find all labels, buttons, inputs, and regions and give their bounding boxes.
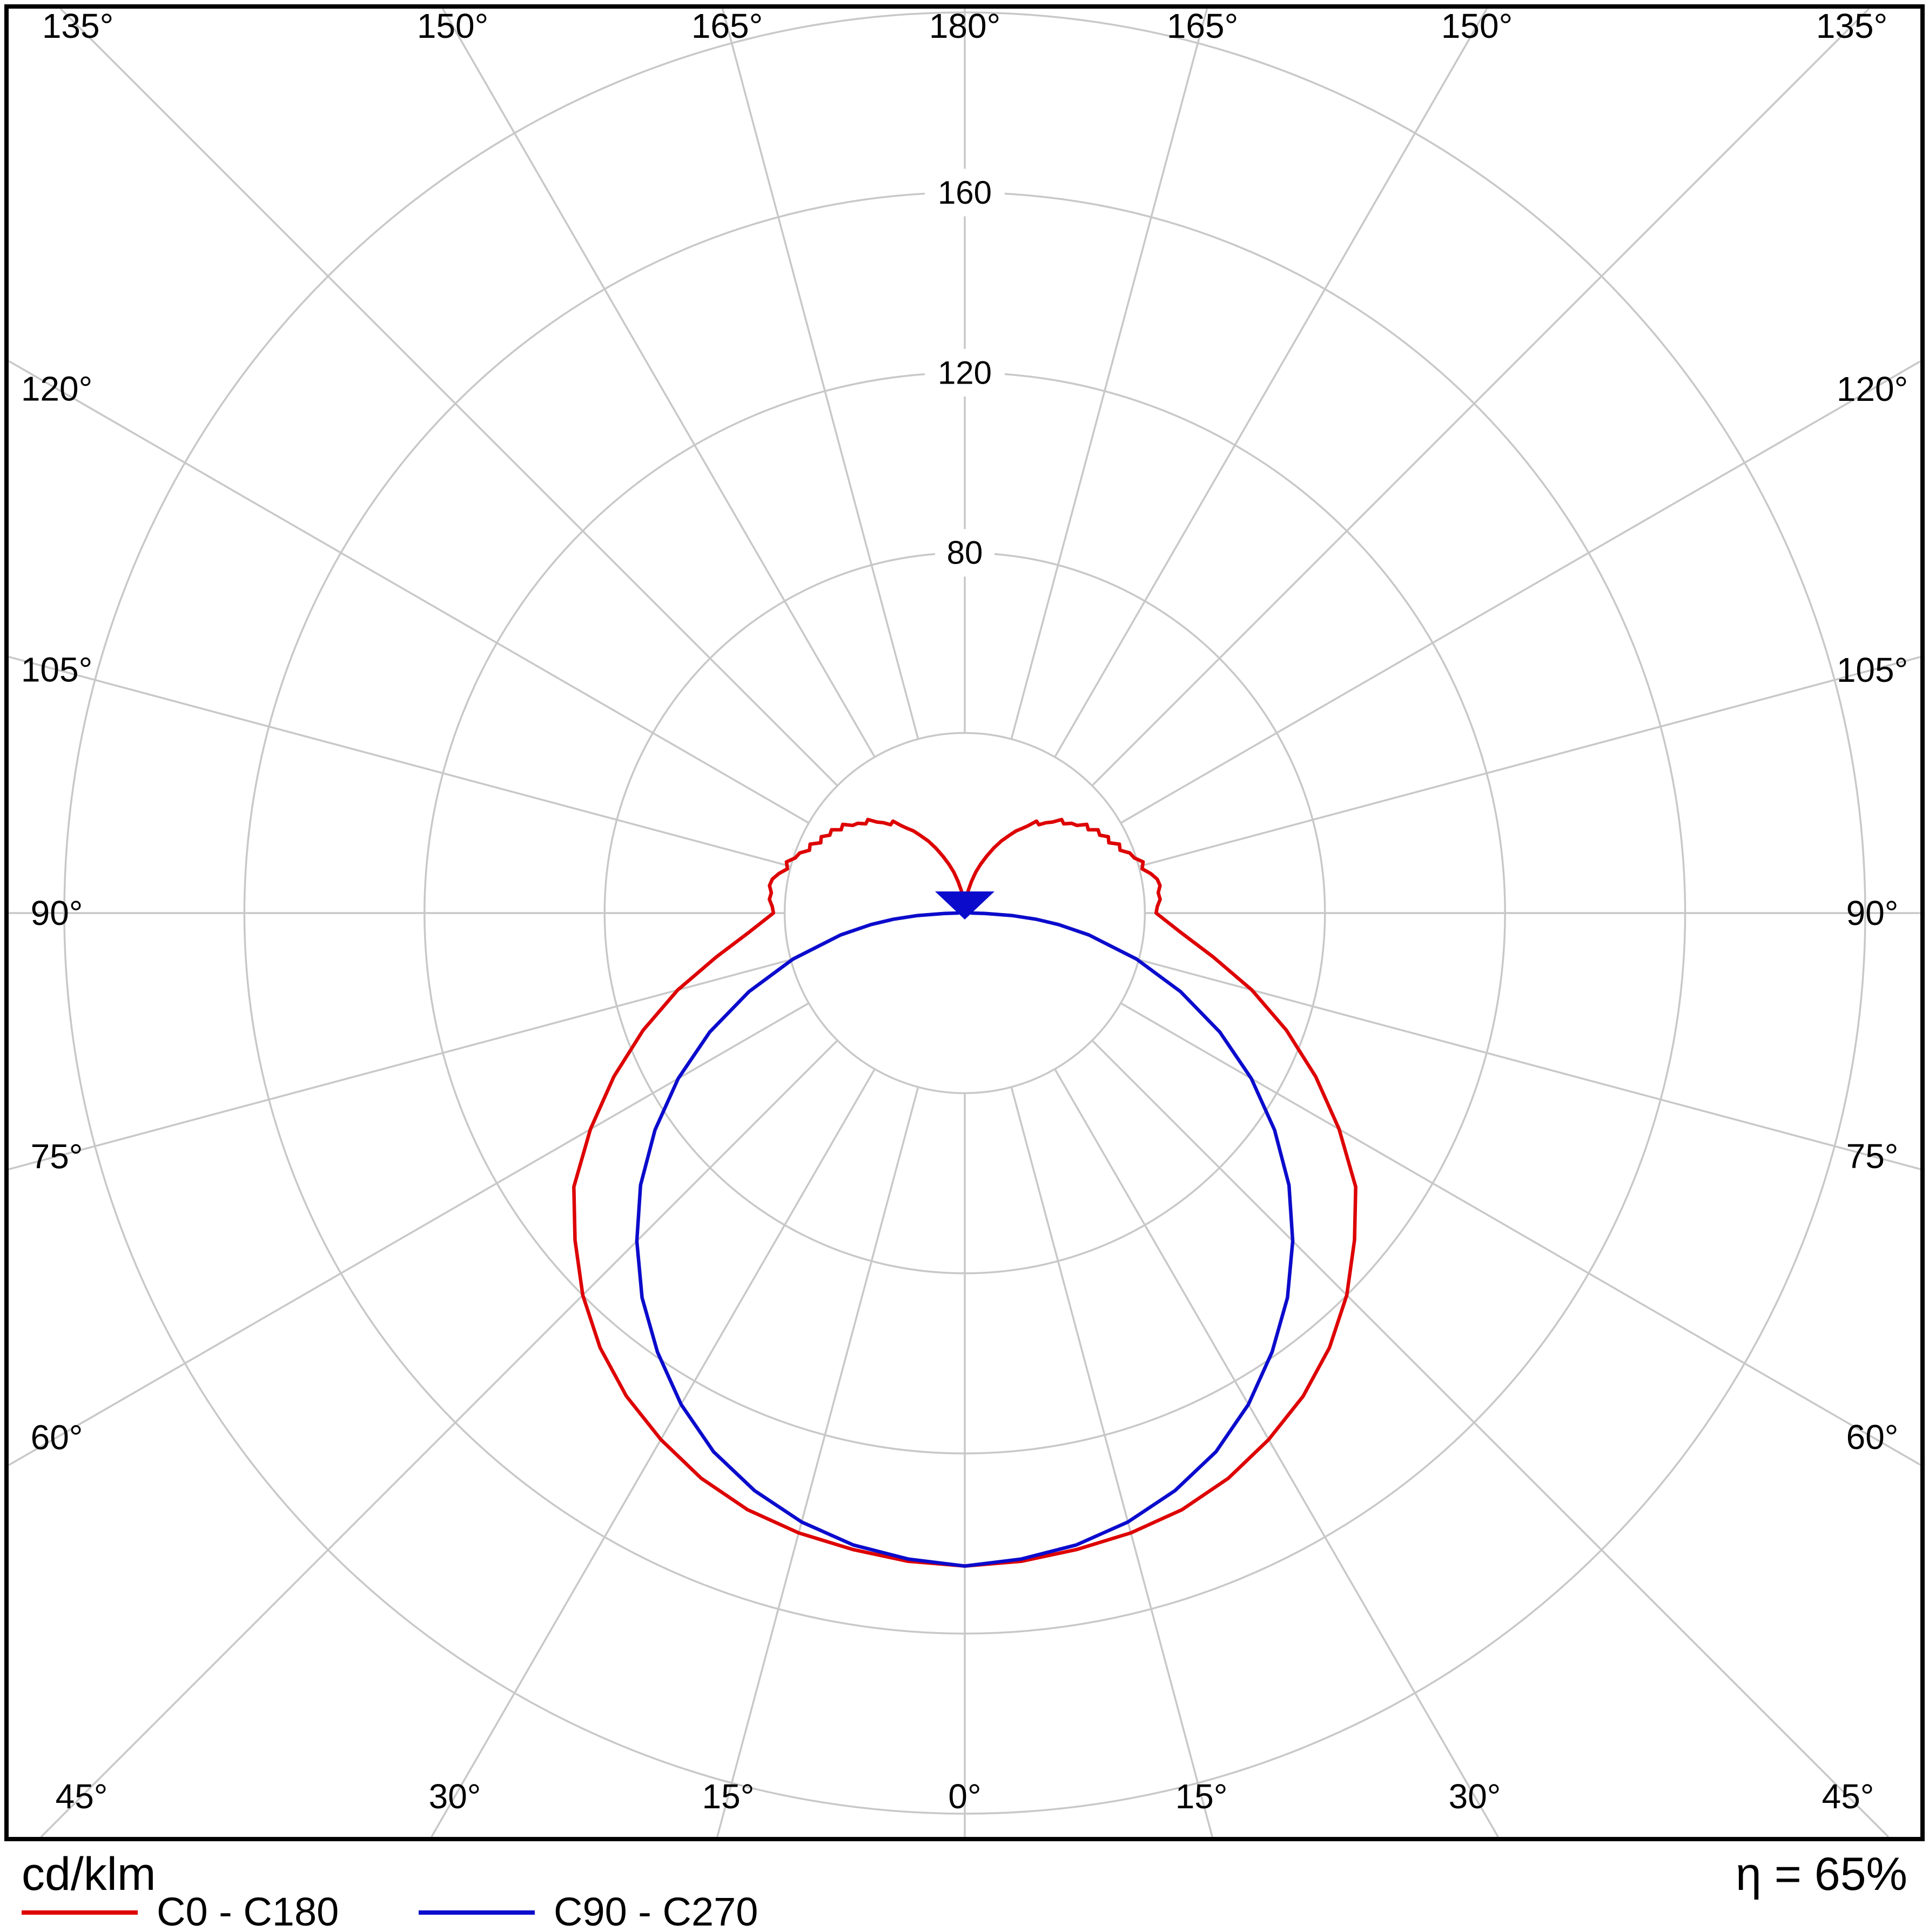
radial-tick-labels: 80 120 160 xyxy=(925,169,1005,577)
footer: cd/klm η = 65% C0 - C180 C90 - C270 xyxy=(22,1848,1907,1932)
grid-spoke-15 xyxy=(1010,1086,1213,1837)
angle-label-165: 165° xyxy=(1167,6,1238,45)
angle-label-90-left: 90° xyxy=(31,894,83,933)
angle-label-105-left: 105° xyxy=(21,650,92,689)
grid-spoke-60 xyxy=(1120,1002,1921,1466)
angle-label-60-left: 60° xyxy=(31,1418,83,1457)
radial-label-bg-120 xyxy=(925,348,1005,397)
grid-spoke-45 xyxy=(1091,1039,1890,1838)
angle-label-30-left: 30° xyxy=(429,1777,481,1816)
angle-label-75: 75° xyxy=(1846,1137,1899,1176)
radial-label-120: 120 xyxy=(938,354,992,391)
grid-spoke-285 xyxy=(8,958,791,1170)
unit-label: cd/klm xyxy=(22,1848,156,1900)
grid-spoke-225 xyxy=(59,8,838,787)
grid-spoke-210 xyxy=(441,8,876,758)
grid-spoke-255 xyxy=(8,656,791,868)
radial-label-160: 160 xyxy=(938,175,992,211)
grid-spoke-150 xyxy=(1054,8,1488,758)
angle-label-150: 150° xyxy=(1441,6,1513,45)
angle-label-60: 60° xyxy=(1846,1418,1899,1457)
radial-label-80: 80 xyxy=(947,535,983,571)
grid-spoke-75 xyxy=(1138,958,1921,1170)
angle-label-105: 105° xyxy=(1837,650,1908,689)
angle-label-165-left: 165° xyxy=(691,6,763,45)
grid-spoke-330 xyxy=(431,1068,876,1837)
grid-spoke-300 xyxy=(8,1002,810,1466)
efficiency-label: η = 65% xyxy=(1736,1848,1907,1900)
angle-label-135: 135° xyxy=(1816,6,1887,45)
grid-spoke-315 xyxy=(40,1039,838,1838)
angle-label-0: 0° xyxy=(948,1777,981,1816)
angle-label-150-left: 150° xyxy=(417,6,488,45)
angle-label-75-left: 75° xyxy=(31,1137,83,1176)
angle-label-180: 180° xyxy=(929,6,1000,45)
angle-label-90: 90° xyxy=(1846,894,1899,933)
legend-label-c90-c270: C90 - C270 xyxy=(554,1889,758,1929)
plot-frame xyxy=(4,4,1925,1841)
grid-spoke-345 xyxy=(716,1086,919,1837)
radial-label-bg-160 xyxy=(925,169,1005,217)
angle-label-45-left: 45° xyxy=(56,1777,108,1816)
angle-labels: 0° 15° 30° 45° 60° 75° 90° 105° 120° 135° 150° 165°… xyxy=(21,6,1908,1816)
grid-spoke-135 xyxy=(1091,8,1870,787)
angle-label-120-left: 120° xyxy=(21,370,92,408)
grid-spoke-195 xyxy=(721,8,919,740)
grid-spoke-165 xyxy=(1010,8,1208,740)
polar-grid xyxy=(8,8,1921,1838)
angle-label-30: 30° xyxy=(1449,1777,1501,1816)
angle-label-120: 120° xyxy=(1837,370,1908,408)
curve-c90-c270 xyxy=(635,911,1295,1568)
grid-spoke-240 xyxy=(8,360,810,824)
angle-label-15: 15° xyxy=(1175,1777,1228,1816)
grid-spoke-30 xyxy=(1054,1068,1499,1837)
legend-label-c0-c180: C0 - C180 xyxy=(157,1889,339,1929)
intensity-curves xyxy=(572,817,1357,1568)
radial-label-bg-80 xyxy=(935,529,994,577)
curve-direction-arrow-icon xyxy=(935,891,994,920)
grid-spoke-105 xyxy=(1138,656,1921,868)
legend: C0 - C180 C90 - C270 xyxy=(22,1889,758,1932)
angle-label-45: 45° xyxy=(1822,1777,1874,1816)
angle-label-135-left: 135° xyxy=(42,6,113,45)
grid-spoke-120 xyxy=(1120,360,1921,824)
angle-label-15-left: 15° xyxy=(702,1777,755,1816)
